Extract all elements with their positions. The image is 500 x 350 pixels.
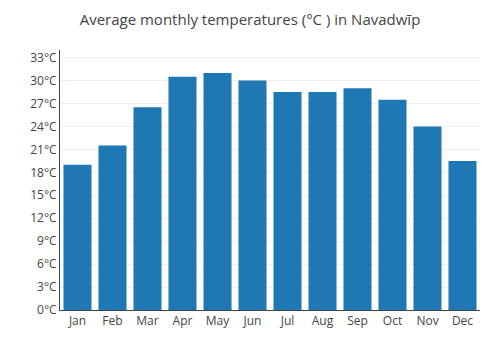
svg-text:27°C: 27°C — [30, 95, 57, 112]
svg-text:24°C: 24°C — [30, 118, 57, 135]
svg-text:33°C: 33°C — [30, 49, 57, 66]
svg-text:18°C: 18°C — [30, 164, 57, 181]
svg-text:Feb: Feb — [102, 312, 122, 329]
svg-text:15°C: 15°C — [30, 186, 57, 203]
svg-text:6°C: 6°C — [37, 255, 57, 272]
svg-text:9°C: 9°C — [37, 232, 57, 249]
svg-text:Dec: Dec — [452, 312, 473, 329]
svg-text:Jun: Jun — [243, 312, 262, 329]
svg-text:3°C: 3°C — [37, 278, 57, 295]
svg-text:Sep: Sep — [347, 312, 368, 329]
svg-text:May: May — [206, 312, 230, 329]
svg-text:0°C: 0°C — [37, 301, 57, 318]
svg-text:Aug: Aug — [312, 312, 334, 329]
svg-text:30°C: 30°C — [30, 72, 57, 89]
svg-text:Nov: Nov — [416, 312, 438, 329]
svg-text:Oct: Oct — [383, 312, 402, 329]
svg-text:Jul: Jul — [280, 312, 295, 329]
svg-text:Apr: Apr — [173, 312, 193, 329]
svg-text:Average monthly temperatures (: Average monthly temperatures (°C ) in Na… — [80, 9, 421, 29]
svg-text:12°C: 12°C — [30, 209, 57, 226]
svg-text:21°C: 21°C — [30, 141, 57, 158]
svg-text:Jan: Jan — [68, 312, 86, 329]
svg-text:Mar: Mar — [136, 312, 158, 329]
